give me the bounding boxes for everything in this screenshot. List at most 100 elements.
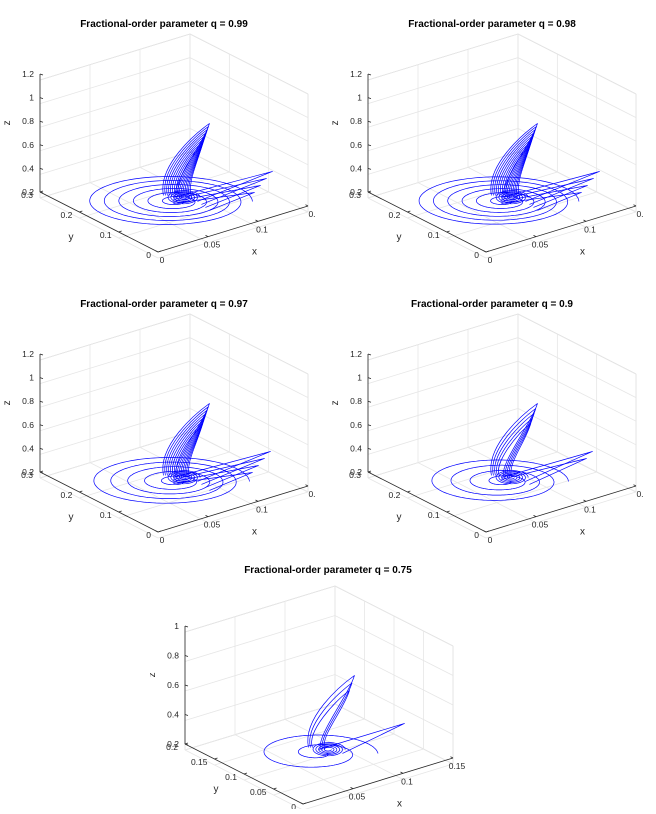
axes: 00.050.10.1500.050.10.150.20.20.40.60.81… bbox=[147, 621, 466, 814]
z-tick bbox=[39, 448, 44, 450]
z-axis-label: z bbox=[150, 672, 158, 677]
y-tick-label: 0.2 bbox=[61, 210, 73, 220]
x-tick-label: 0.15 bbox=[449, 761, 466, 771]
grid-line bbox=[367, 104, 637, 166]
trajectory-core bbox=[167, 470, 201, 485]
trajectory-series bbox=[89, 123, 273, 225]
y-tick-label: 0.1 bbox=[100, 230, 112, 240]
plot3d-2: Fractional-order parameter q = 0.98 0 0.05… bbox=[330, 19, 644, 265]
trajectory-series bbox=[418, 123, 600, 225]
grid-line bbox=[184, 615, 454, 676]
grid-line bbox=[467, 446, 587, 508]
trajectory-streak bbox=[173, 192, 255, 211]
z-tick bbox=[39, 353, 44, 356]
z-tick bbox=[367, 400, 372, 403]
x-tick bbox=[205, 515, 209, 518]
plot3d-3: Fractional-order parameter q = 0.97 0 0.05… bbox=[2, 299, 316, 545]
x-tick bbox=[205, 235, 209, 238]
x-axis-line bbox=[157, 485, 309, 533]
z-tick-label: 0.6 bbox=[350, 140, 362, 150]
x-tick bbox=[255, 219, 259, 222]
plot3d-5: Fractional-order parameter q = 0.75 0 0.05… bbox=[147, 565, 466, 814]
trajectory-streak bbox=[501, 171, 600, 202]
z-tick-label: 0.4 bbox=[350, 443, 362, 453]
z-tick bbox=[184, 684, 189, 687]
grid-line bbox=[407, 171, 558, 219]
z-tick-label: 0.4 bbox=[167, 710, 179, 720]
grid-line bbox=[367, 431, 637, 493]
grid-line bbox=[39, 197, 159, 259]
y-axis-label: y bbox=[397, 232, 402, 243]
z-tick bbox=[367, 353, 372, 356]
trajectory-wing bbox=[172, 138, 205, 198]
trajectory-wing bbox=[492, 126, 537, 198]
y-tick-label: 0 bbox=[474, 530, 479, 540]
grid-line bbox=[39, 57, 309, 118]
z-tick bbox=[367, 424, 372, 427]
grid-line bbox=[273, 748, 424, 796]
trajectory-wing bbox=[173, 423, 204, 478]
trajectory-streak bbox=[173, 465, 259, 488]
x-axis-label: x bbox=[580, 247, 585, 258]
trajectory-wing bbox=[174, 141, 204, 198]
x-tick bbox=[300, 802, 304, 805]
x-tick-label: 0 bbox=[160, 535, 165, 545]
grid-line bbox=[367, 384, 637, 446]
x-tick-label: 0.1 bbox=[256, 504, 268, 514]
x-tick-label: 0.1 bbox=[256, 224, 268, 234]
z-tick-label: 0.2 bbox=[350, 467, 362, 477]
x-tick bbox=[583, 219, 587, 222]
trajectory-core bbox=[167, 190, 201, 205]
trajectory-wing bbox=[492, 408, 537, 478]
trajectory-wing bbox=[166, 409, 208, 478]
z-tick-label: 0.6 bbox=[22, 140, 34, 150]
z-tick-label: 0.2 bbox=[167, 739, 179, 749]
grid-line bbox=[139, 166, 259, 228]
y-axis-line bbox=[39, 471, 159, 533]
trajectory-wing bbox=[168, 413, 207, 478]
z-axis-label: z bbox=[2, 120, 13, 125]
z-tick-label: 0.8 bbox=[22, 396, 34, 406]
x-axis-label: x bbox=[580, 527, 585, 538]
y-tick bbox=[118, 510, 122, 513]
trajectory-streak bbox=[501, 178, 594, 205]
plot-panel-4: Fractional-order parameter q = 0.9 0 0.05 0… bbox=[328, 280, 656, 550]
x-tick-label: 0.05 bbox=[349, 792, 366, 802]
trajectory-wing bbox=[168, 132, 207, 198]
y-tick-label: 0 bbox=[291, 802, 296, 809]
z-tick-label: 1.2 bbox=[22, 69, 34, 79]
y-tick-label: 0.2 bbox=[61, 490, 73, 500]
trajectory-wing bbox=[500, 138, 533, 198]
y-axis-line bbox=[367, 191, 487, 253]
plot3d-1: Fractional-order parameter q = 0.99 0 0.05… bbox=[2, 19, 316, 265]
z-tick-label: 0.6 bbox=[22, 420, 34, 430]
trajectory-wing bbox=[311, 690, 350, 750]
x-tick-label: 0. bbox=[636, 489, 643, 499]
z-tick bbox=[367, 471, 372, 474]
trajectory-spiral bbox=[431, 459, 569, 501]
y-tick bbox=[79, 490, 83, 493]
x-tick bbox=[255, 499, 259, 502]
trajectory-streak bbox=[173, 185, 261, 208]
x-tick bbox=[533, 515, 537, 518]
trajectory-wing bbox=[498, 423, 532, 478]
y-tick bbox=[118, 230, 122, 233]
grid-line bbox=[367, 477, 487, 539]
grid-line bbox=[184, 674, 454, 735]
y-tick-label: 0.3 bbox=[349, 470, 361, 480]
y-tick-label: 0.2 bbox=[389, 210, 401, 220]
x-axis-label: x bbox=[252, 247, 257, 258]
y-tick-label: 0.05 bbox=[250, 787, 267, 797]
z-tick-label: 1 bbox=[357, 373, 362, 383]
grid-line bbox=[417, 462, 537, 524]
grid-line bbox=[39, 384, 309, 446]
grid-line bbox=[184, 585, 454, 647]
z-tick-label: 0.2 bbox=[350, 187, 362, 197]
z-tick bbox=[367, 97, 372, 99]
plot-panel-2: Fractional-order parameter q = 0.98 0 0.05… bbox=[328, 0, 656, 270]
trajectory-streak bbox=[173, 472, 253, 491]
z-tick bbox=[184, 714, 189, 716]
y-tick bbox=[407, 210, 411, 213]
trajectory-streak bbox=[501, 458, 587, 485]
